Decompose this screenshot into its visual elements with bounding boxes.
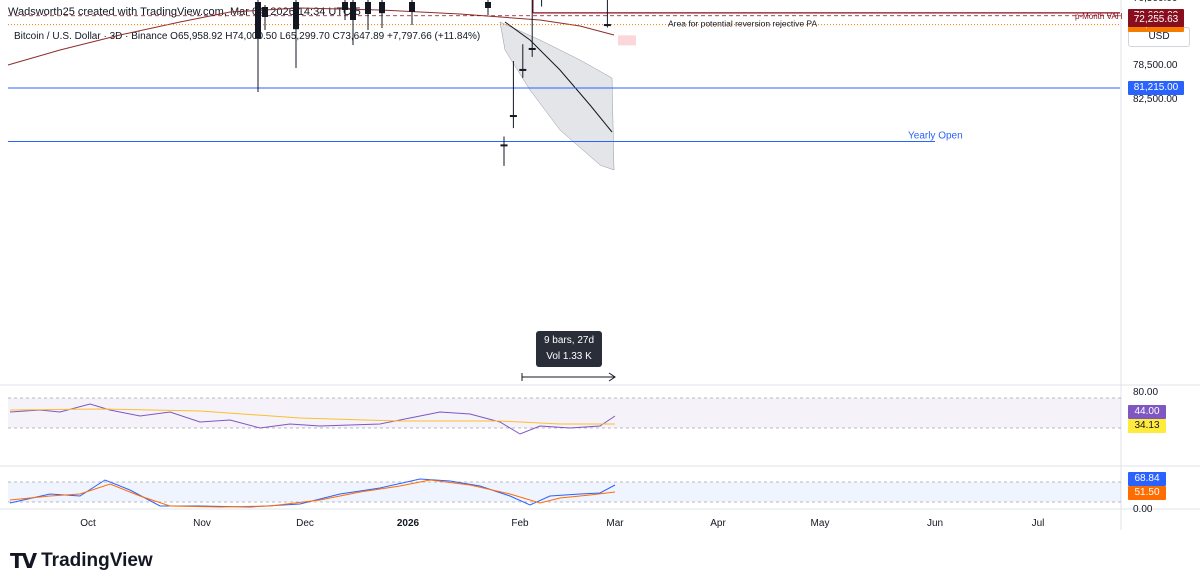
yearly-open-label: Yearly Open — [908, 131, 963, 142]
tradingview-logo-icon: TV — [10, 549, 37, 573]
upper-zone-label: Area for potential reversion rejective P… — [668, 18, 817, 28]
rsi-band — [8, 398, 1121, 428]
bearish-candle — [509, 115, 517, 118]
x-tick-label: Jun — [927, 518, 943, 529]
y-tick-label: 82,500.00 — [1133, 94, 1178, 105]
y-tick-label: 78,500.00 — [1133, 60, 1178, 71]
x-tick-label: Feb — [511, 518, 529, 529]
measure-volume: Vol 1.33 K — [546, 351, 592, 362]
volatility-band — [499, 21, 615, 171]
bearish-candle — [519, 68, 527, 71]
rsi-ma-line — [9, 408, 615, 425]
price-tag: 72,255.63 — [1128, 12, 1184, 27]
rsi-line — [9, 403, 616, 435]
price-tag: 81,215.00 — [1128, 81, 1184, 95]
x-tick-label: Dec — [296, 518, 314, 529]
tradingview-logo[interactable]: TV TradingView — [10, 549, 153, 573]
rsi-axis-tick: 80.00 — [1133, 387, 1158, 398]
rsi-ma-tag: 34.13 — [1128, 419, 1166, 433]
bearish-candle — [293, 2, 299, 30]
level-label: p-Month VAH — [1075, 12, 1123, 21]
rsi-value-tag: 44.00 — [1128, 405, 1166, 419]
symbol-name: Bitcoin / U.S. Dollar · 3D · Binance — [14, 31, 168, 42]
x-tick-label: 2026 — [397, 518, 420, 529]
bearish-candle — [365, 2, 371, 14]
band-midline — [504, 21, 613, 133]
bearish-candle — [379, 2, 385, 14]
x-tick-label: Jul — [1032, 518, 1045, 529]
bearish-candle — [262, 7, 268, 17]
bullish-candle — [603, 24, 611, 27]
bearish-candle — [409, 2, 415, 12]
bearish-candle — [485, 2, 491, 8]
chart-credit: Wadsworth25 created with TradingView.com… — [8, 6, 361, 18]
stoch-k-tag: 68.84 — [1128, 472, 1166, 486]
stoch-d-line — [9, 479, 616, 508]
measure-tooltip: 9 bars, 27d Vol 1.33 K — [536, 331, 602, 367]
bearish-candle — [528, 47, 536, 50]
x-tick-label: Mar — [606, 518, 624, 529]
x-tick-label: Nov — [193, 518, 211, 529]
upper-zone-marker — [618, 35, 636, 46]
stoch-band — [8, 482, 1121, 502]
bearish-candle — [255, 2, 261, 39]
measure-bars: 9 bars, 27d — [543, 335, 595, 346]
moving-average-line — [7, 7, 615, 66]
x-tick-label: May — [811, 518, 830, 529]
measure-arrow-head — [608, 372, 616, 382]
bearish-candle — [500, 144, 508, 147]
x-tick-label: Oct — [80, 518, 96, 529]
stoch-k-line — [9, 478, 616, 508]
bearish-candle — [342, 2, 348, 10]
ohlc-values: O65,958.92 H74,000.50 L65,299.70 C73,647… — [170, 31, 481, 42]
stoch-axis-tick: 0.00 — [1133, 504, 1153, 515]
symbol-legend[interactable]: Bitcoin / U.S. Dollar · 3D · Binance O65… — [14, 31, 480, 42]
tradingview-logo-text: TradingView — [41, 550, 153, 571]
y-tick-label: 70,500.00 — [1133, 0, 1178, 4]
x-tick-label: Apr — [710, 518, 726, 529]
stoch-d-tag: 51.50 — [1128, 486, 1166, 500]
bearish-candle — [350, 2, 356, 20]
